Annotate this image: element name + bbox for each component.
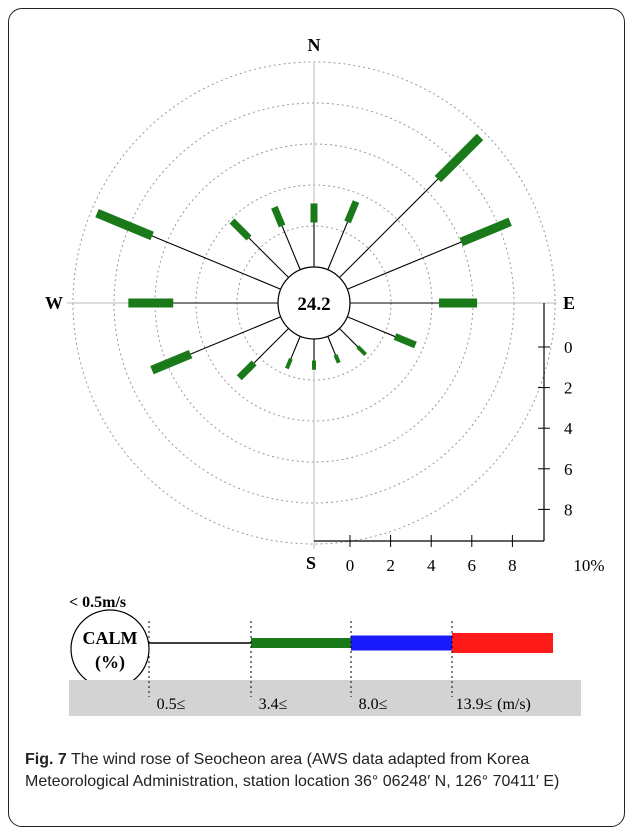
v-tick-label-8: 8 xyxy=(564,500,573,519)
spoke-ese-bar xyxy=(393,333,417,349)
wind-rose-chart: 0 0 2 2 4 4 6 6 8 8 24.2 N E S W 10% < 0.5m/s CAL… xyxy=(45,35,605,716)
legend-label-0: 0.5≤ xyxy=(157,696,186,713)
spoke-nne-bar xyxy=(344,200,360,224)
spoke-se-bar xyxy=(356,345,367,356)
spoke-nnw-bar xyxy=(271,205,286,228)
spoke-ene-bar xyxy=(459,217,512,247)
legend-bar-3 xyxy=(452,633,553,653)
spoke-sse-calm-line xyxy=(327,336,338,359)
calm-threshold-label: < 0.5m/s xyxy=(69,594,126,611)
compass-w-label: W xyxy=(45,293,63,313)
spoke-ssw-bar xyxy=(285,358,293,370)
calm-legend-label: CALM xyxy=(83,628,138,648)
h-tick-label-4: 4 xyxy=(427,556,436,575)
legend-label-1: 3.4≤ xyxy=(259,696,288,713)
axis-unit-label: 10% xyxy=(573,556,604,575)
compass-s-label: S xyxy=(306,553,316,573)
compass-e-label: E xyxy=(563,293,575,313)
legend-unit-label: (m/s) xyxy=(497,696,531,713)
calm-center-circle xyxy=(277,266,351,340)
h-tick-label-8: 8 xyxy=(508,556,517,575)
figure-label: Fig. 7 xyxy=(25,751,67,768)
direction-spokes xyxy=(95,133,512,381)
legend-label-2: 8.0≤ xyxy=(359,696,388,713)
speed-legend: 0.5≤ 3.4≤ 8.0≤ 13.9≤ (m/s) xyxy=(148,621,553,713)
scale-ticks: 0 0 2 2 4 4 6 6 8 8 xyxy=(346,338,573,575)
caption-text: The wind rose of Seocheon area (AWS data… xyxy=(25,751,560,790)
spoke-sse-bar xyxy=(333,354,341,364)
spoke-wnw-bar xyxy=(95,208,154,241)
figure-caption: Fig. 7 The wind rose of Seocheon area (A… xyxy=(25,749,615,793)
legend-bar-2 xyxy=(351,635,452,651)
legend-scale-band xyxy=(69,680,581,716)
v-tick-label-2: 2 xyxy=(564,379,573,398)
calm-value-label: 24.2 xyxy=(297,294,330,315)
h-tick-label-2: 2 xyxy=(386,556,395,575)
v-tick-label-6: 6 xyxy=(564,460,573,479)
figure-frame: 0 0 2 2 4 4 6 6 8 8 24.2 N E S W 10% < 0.5m/s CAL… xyxy=(8,8,625,827)
calm-legend-circle xyxy=(70,609,150,689)
calm-legend-percent: (%) xyxy=(95,652,125,673)
legend-label-3: 13.9≤ xyxy=(456,696,493,713)
v-tick-label-0: 0 xyxy=(564,338,573,357)
h-tick-label-6: 6 xyxy=(468,556,477,575)
spoke-sw-bar xyxy=(236,360,257,381)
spoke-nw-bar xyxy=(229,218,252,241)
v-tick-label-4: 4 xyxy=(564,419,573,438)
compass-n-label: N xyxy=(308,35,321,55)
spoke-wsw-bar xyxy=(150,349,193,375)
spoke-ne-bar xyxy=(434,133,484,183)
h-tick-label-0: 0 xyxy=(346,556,355,575)
legend-bar-1 xyxy=(251,638,351,648)
